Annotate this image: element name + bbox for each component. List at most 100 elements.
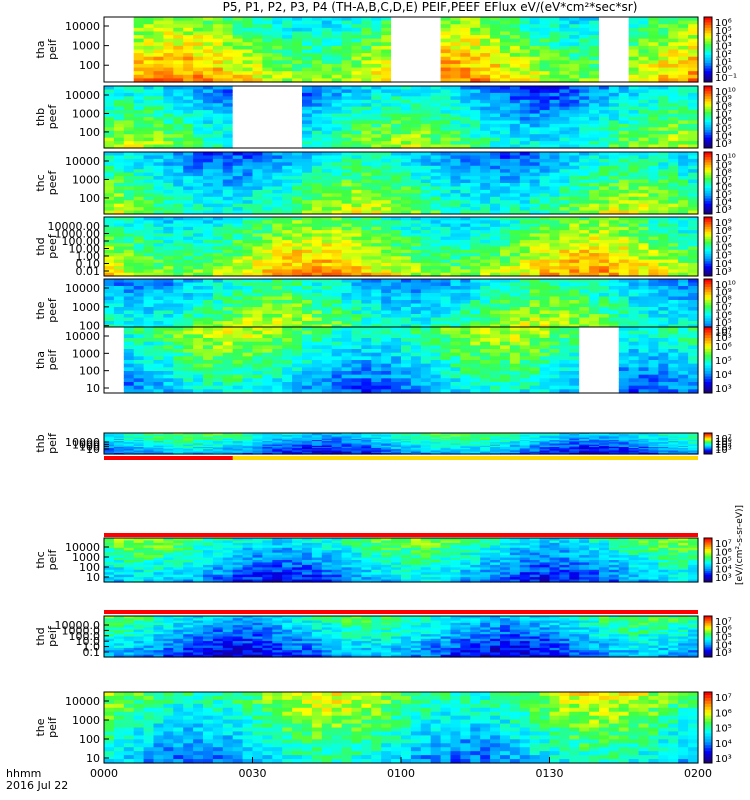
- spectrogram-cell: [559, 183, 570, 188]
- spectrogram-cell: [559, 56, 570, 61]
- spectrogram-cell: [272, 307, 283, 312]
- spectrogram-cell: [480, 110, 491, 115]
- spectrogram-cell: [410, 155, 422, 160]
- spectrogram-cell: [579, 106, 590, 111]
- spectrogram-cell: [232, 296, 244, 301]
- spectrogram-cell: [242, 60, 254, 65]
- colorbar-tick-label: 10⁵: [715, 190, 732, 201]
- spectrogram-cell: [183, 63, 194, 69]
- spectrogram-cell: [133, 172, 145, 177]
- spectrogram-cell: [361, 162, 372, 167]
- spectrogram-cell: [599, 249, 610, 254]
- spectrogram-cell: [589, 117, 600, 122]
- spectrogram-cell: [420, 152, 432, 157]
- spectrogram-cell: [420, 53, 432, 58]
- spectrogram-cell: [163, 193, 174, 198]
- spectrogram-cell: [311, 60, 323, 65]
- spectrogram-cell: [430, 172, 442, 177]
- spectrogram-cell: [193, 165, 204, 170]
- spectrogram-cell: [311, 144, 323, 149]
- spectrogram-cell: [579, 17, 590, 22]
- spectrogram-cell: [460, 110, 471, 115]
- spectrogram-cell: [381, 233, 392, 238]
- spectrogram-cell: [628, 120, 640, 125]
- spectrogram-cell: [420, 123, 432, 128]
- spectrogram-cell: [589, 17, 600, 22]
- spectrogram-cell: [618, 189, 630, 194]
- colorbar-tick-label: 10³: [715, 139, 732, 150]
- spectrogram-cell: [391, 20, 402, 25]
- spectrogram-cell: [519, 144, 531, 149]
- spectrogram-cell: [519, 38, 531, 43]
- colorbar-cell: [704, 271, 712, 275]
- spectrogram-cell: [648, 217, 659, 221]
- spectrogram-cell: [509, 113, 521, 118]
- spectrogram-cell: [401, 103, 412, 108]
- colorbar-tick-label: 10¹⁰: [715, 87, 736, 98]
- spectrogram-cell: [104, 120, 115, 125]
- spectrogram-cell: [628, 172, 640, 177]
- spectrogram-cell: [341, 259, 353, 264]
- spectrogram-cell: [282, 158, 293, 163]
- spectrogram-cell: [539, 113, 551, 118]
- spectrogram-cell: [401, 137, 412, 142]
- spectrogram-cell: [133, 307, 145, 312]
- spectrogram-cell: [450, 200, 461, 205]
- spectrogram-cell: [262, 272, 273, 277]
- spectrogram-cell: [658, 71, 669, 76]
- spectrogram-cell: [519, 172, 531, 177]
- colorbar-cell: [704, 231, 712, 235]
- spectrogram-cell: [302, 317, 313, 322]
- spectrogram-cell: [460, 246, 471, 251]
- spectrogram-cell: [529, 60, 541, 65]
- spectrogram-cell: [252, 203, 263, 208]
- spectrogram-cell: [133, 103, 145, 108]
- spectrogram-cell: [133, 53, 145, 58]
- spectrogram-cell: [371, 120, 382, 125]
- spectrogram-cell: [282, 196, 293, 201]
- spectrogram-cell: [262, 24, 273, 29]
- spectrogram-cell: [302, 256, 313, 261]
- spectrogram-cell: [282, 256, 293, 261]
- spectrogram-cell: [292, 282, 303, 287]
- spectrogram-cell: [292, 137, 303, 142]
- spectrogram-cell: [222, 189, 234, 194]
- spectrogram-cell: [371, 74, 382, 79]
- spectrogram-cell: [678, 106, 689, 111]
- spectrogram-cell: [133, 223, 145, 228]
- spectrogram-cell: [440, 134, 452, 139]
- spectrogram-cell: [371, 31, 382, 36]
- spectrogram-cell: [599, 17, 610, 22]
- spectrogram-cell: [549, 42, 560, 47]
- spectrogram-cell: [401, 196, 412, 201]
- spectrogram-cell: [282, 279, 293, 284]
- spectrogram-cell: [509, 78, 521, 83]
- spectrogram-cell: [569, 256, 580, 261]
- spectrogram-cell: [203, 266, 214, 271]
- spectrogram-cell: [381, 60, 392, 65]
- spectrogram-cell: [331, 110, 343, 115]
- spectrogram-cell: [104, 92, 115, 97]
- spectrogram-cell: [311, 89, 323, 94]
- spectrogram-cell: [272, 193, 283, 198]
- spectrogram-cell: [460, 137, 471, 142]
- spectrogram-cell: [292, 293, 303, 298]
- spectrogram-cell: [559, 74, 570, 79]
- spectrogram-cell: [212, 63, 224, 69]
- spectrogram-cell: [628, 249, 640, 254]
- spectrogram-cell: [282, 223, 293, 228]
- spectrogram-cell: [203, 321, 214, 326]
- spectrogram-cell: [321, 186, 333, 191]
- spectrogram-cell: [668, 117, 679, 122]
- spectrogram-cell: [440, 99, 452, 104]
- spectrogram-cell: [618, 162, 630, 167]
- spectrogram-cell: [183, 259, 194, 264]
- spectrogram-cell: [401, 223, 412, 228]
- spectrogram-cell: [133, 67, 145, 72]
- spectrogram-cell: [608, 165, 620, 170]
- spectrogram-cell: [539, 134, 551, 139]
- spectrogram-cell: [529, 24, 541, 29]
- spectrogram-cell: [519, 169, 531, 174]
- spectrogram-cell: [648, 179, 659, 184]
- spectrogram-cell: [321, 307, 333, 312]
